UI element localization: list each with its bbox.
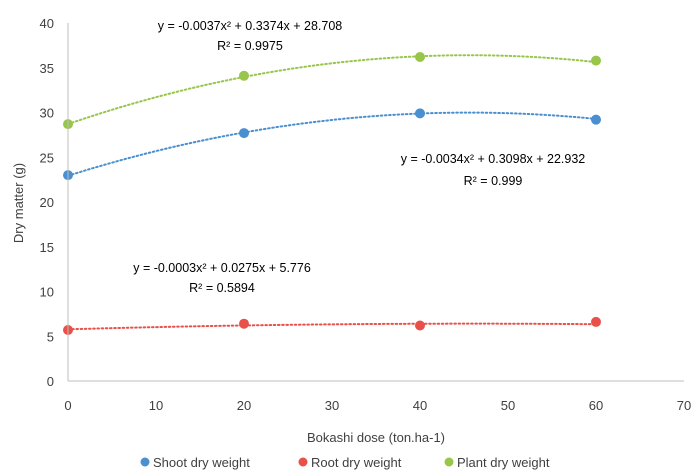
- y-tick-label: 35: [40, 61, 54, 76]
- y-tick-label: 5: [47, 329, 54, 344]
- y-tick-label: 15: [40, 240, 54, 255]
- shoot-trendline-equation: y = -0.0034x² + 0.3098x + 22.932: [401, 152, 586, 166]
- shoot-data-point: [239, 128, 249, 138]
- root-trendline-equation: y = -0.0003x² + 0.0275x + 5.776: [133, 261, 311, 275]
- root-trendline-r2: R² = 0.5894: [189, 281, 255, 295]
- y-axis-title: Dry matter (g): [11, 163, 26, 243]
- x-axis-title: Bokashi dose (ton.ha-1): [307, 430, 445, 445]
- shoot-trendline: [68, 113, 596, 176]
- shoot-data-point: [591, 115, 601, 125]
- y-tick-label: 10: [40, 285, 54, 300]
- plant-data-point: [239, 71, 249, 81]
- shoot-trendline-r2: R² = 0.999: [464, 174, 523, 188]
- x-tick-labels: 0 10 20 30 40 50 60 70: [64, 398, 691, 413]
- x-tick-label: 60: [589, 398, 603, 413]
- plant-data-point: [591, 56, 601, 66]
- x-tick-label: 70: [677, 398, 691, 413]
- legend-marker-shoot: [141, 458, 150, 467]
- x-tick-label: 10: [149, 398, 163, 413]
- x-tick-label: 30: [325, 398, 339, 413]
- root-data-point: [239, 319, 249, 329]
- trendlines: [68, 55, 596, 329]
- x-tick-label: 20: [237, 398, 251, 413]
- legend-label-shoot: Shoot dry weight: [153, 455, 250, 470]
- legend: Shoot dry weight Root dry weight Plant d…: [141, 455, 550, 470]
- y-tick-label: 0: [47, 374, 54, 389]
- x-tick-label: 50: [501, 398, 515, 413]
- shoot-data-point: [415, 108, 425, 118]
- plant-trendline-r2: R² = 0.9975: [217, 39, 283, 53]
- legend-marker-root: [299, 458, 308, 467]
- legend-marker-plant: [445, 458, 454, 467]
- legend-label-plant: Plant dry weight: [457, 455, 550, 470]
- root-trendline: [68, 324, 596, 330]
- y-tick-labels: 0 5 10 15 20 25 30 35 40: [40, 16, 54, 389]
- legend-label-root: Root dry weight: [311, 455, 402, 470]
- x-tick-label: 0: [64, 398, 71, 413]
- data-points: [63, 52, 601, 335]
- y-tick-label: 25: [40, 150, 54, 165]
- plant-trendline-equation: y = -0.0037x² + 0.3374x + 28.708: [158, 19, 343, 33]
- y-tick-label: 40: [40, 16, 54, 31]
- root-data-point: [591, 317, 601, 327]
- plant-data-point: [415, 52, 425, 62]
- x-tick-label: 40: [413, 398, 427, 413]
- y-tick-label: 20: [40, 195, 54, 210]
- y-tick-label: 30: [40, 106, 54, 121]
- root-data-point: [415, 321, 425, 331]
